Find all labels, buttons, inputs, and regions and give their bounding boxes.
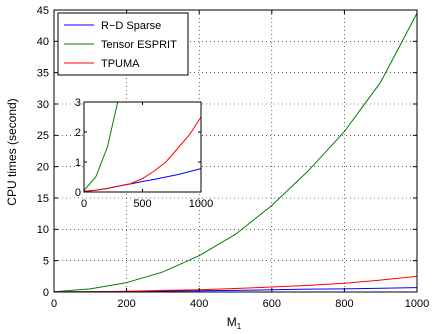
inset-x-tick-labels: 0 500 1000 (81, 198, 213, 210)
main-y-tick-label: 5 (43, 256, 49, 268)
legend-label-2: TPUMA (101, 58, 140, 70)
main-y-tick-label: 0 (43, 287, 49, 299)
inset-y-tick-label: 1 (75, 157, 81, 169)
main-x-tick-labels: 0 200 400 600 800 1000 (51, 298, 429, 310)
main-y-tick-label: 35 (37, 68, 49, 80)
inset-y-tick-label: 3 (75, 97, 81, 109)
main-y-tick-label: 20 (37, 162, 49, 174)
inset-background (84, 102, 201, 192)
main-series-line-2 (54, 275, 417, 292)
main-x-tick-label: 200 (117, 298, 135, 310)
main-x-tick-label: 800 (335, 298, 353, 310)
main-x-tick-label: 400 (190, 298, 208, 310)
main-series-lines (54, 12, 417, 292)
inset-chart: 0 500 1000 0 1 2 3 (75, 97, 213, 210)
main-y-tick-label: 40 (37, 36, 49, 48)
inset-tick-marks (83, 101, 202, 193)
main-y-tick-label: 25 (37, 130, 49, 142)
main-plot-frame (53, 9, 418, 293)
main-y-tick-labels: 0 5 10 15 20 25 30 35 40 45 (37, 5, 49, 299)
x-axis-label-subscript: 1 (237, 322, 242, 331)
main-y-tick-label: 30 (37, 99, 49, 111)
legend: R−D Sparse Tensor ESPRIT TPUMA (57, 12, 189, 76)
legend-label-1: Tensor ESPRIT (101, 39, 177, 51)
inset-series-lines (84, 102, 201, 192)
inset-x-tick-label: 0 (81, 198, 87, 210)
main-series-line-1 (54, 12, 417, 292)
main-x-tick-label: 600 (263, 298, 281, 310)
inset-y-tick-label: 2 (75, 127, 81, 139)
x-axis-label: M1 (227, 315, 242, 331)
inset-x-tick-label: 1000 (189, 198, 213, 210)
inset-y-tick-label: 0 (75, 187, 81, 199)
legend-label-0: R−D Sparse (101, 20, 161, 32)
inset-y-tick-labels: 0 1 2 3 (75, 97, 81, 199)
inset-series-line-2 (84, 116, 201, 192)
y-axis-label: CPU times (second) (5, 98, 19, 205)
main-y-tick-label: 10 (37, 224, 49, 236)
main-y-tick-label: 15 (37, 193, 49, 205)
main-x-tick-label: 1000 (405, 298, 429, 310)
main-x-tick-label: 0 (51, 298, 57, 310)
inset-x-tick-label: 500 (133, 198, 151, 210)
main-y-tick-label: 45 (37, 5, 49, 17)
inset-series-line-1 (84, 102, 119, 191)
